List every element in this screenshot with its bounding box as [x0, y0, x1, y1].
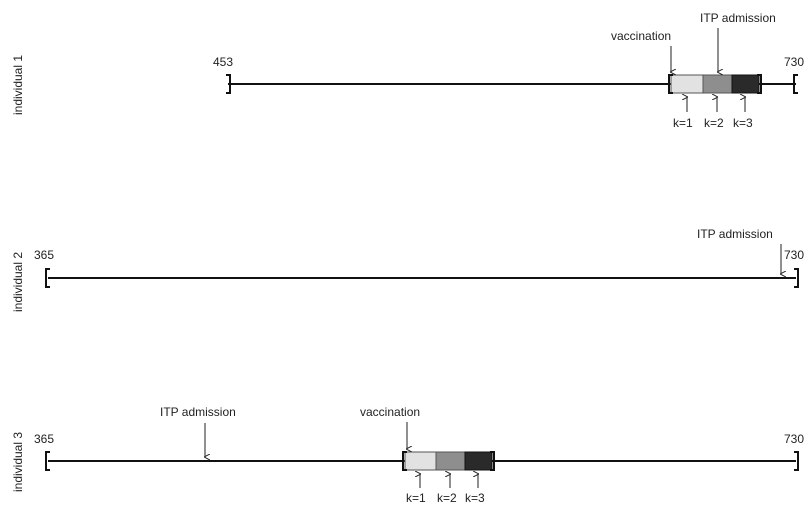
segment-bracket: [402, 451, 407, 471]
end-bracket: [793, 74, 798, 94]
k3-label: k=3: [465, 491, 485, 505]
risk-segment-k3: [731, 74, 760, 94]
start-bracket: [45, 451, 50, 471]
start-day-label: 365: [34, 432, 54, 446]
k2-label: k=2: [437, 491, 457, 505]
itp-admission-label: ITP admission: [697, 227, 773, 241]
row-label-individual-1: individual 1: [11, 55, 25, 115]
risk-segment-k2: [702, 74, 733, 94]
end-bracket: [794, 268, 799, 288]
k1-label: k=1: [406, 491, 426, 505]
start-day-label: 453: [213, 55, 233, 69]
risk-segment-k1: [670, 74, 704, 94]
end-day-label: 730: [784, 432, 804, 446]
end-day-label: 730: [784, 55, 804, 69]
timeline-individual-2: individual 2 365 730 ITP admission: [11, 227, 804, 312]
start-bracket: [45, 268, 50, 288]
risk-segment-k2: [435, 451, 466, 471]
end-day-label: 730: [784, 248, 804, 262]
k2-label: k=2: [704, 116, 724, 130]
risk-segment-k3: [464, 451, 493, 471]
itp-admission-label: ITP admission: [160, 405, 236, 419]
timeline-individual-3: individual 3 365 730 ITP admission vacci…: [11, 405, 804, 505]
k1-label: k=1: [673, 116, 693, 130]
vaccination-label: vaccination: [611, 29, 671, 43]
vaccination-label: vaccination: [360, 405, 420, 419]
end-bracket: [794, 451, 799, 471]
segment-bracket: [490, 451, 495, 471]
start-day-label: 365: [34, 248, 54, 262]
start-bracket: [226, 74, 231, 94]
itp-admission-label: ITP admission: [700, 11, 776, 25]
k3-label: k=3: [733, 116, 753, 130]
row-label-individual-2: individual 2: [11, 252, 25, 312]
row-label-individual-3: individual 3: [11, 432, 25, 492]
risk-segment-k1: [404, 451, 437, 471]
timeline-individual-1: individual 1 453 730 vaccination ITP adm…: [11, 11, 804, 130]
segment-bracket: [668, 74, 673, 94]
segment-bracket: [757, 74, 762, 94]
